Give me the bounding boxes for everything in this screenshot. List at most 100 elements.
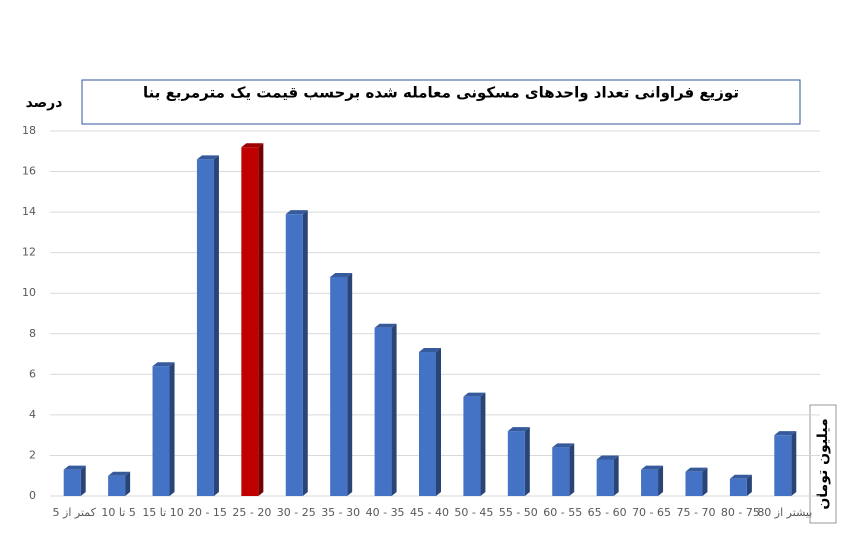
bar-side: [80, 465, 86, 496]
bar-side: [613, 455, 619, 496]
bar-front: [419, 352, 436, 496]
bar-top: [507, 427, 530, 432]
y-tick-label: 4: [29, 408, 36, 421]
y-tick-label: 12: [22, 246, 36, 259]
x-tick-label: 70 - 75: [676, 506, 715, 519]
bar-top: [152, 362, 175, 367]
bar-side: [746, 474, 752, 496]
chart-title: توزیع فراوانی تعداد واحدهای مسکونی معامل…: [143, 84, 739, 102]
bar-side: [480, 392, 486, 496]
bar: [596, 455, 619, 496]
bar: [63, 465, 86, 496]
x-tick-label: 15 - 20: [188, 506, 227, 519]
bar-side: [524, 427, 530, 496]
bar: [108, 471, 131, 496]
bar-front: [641, 469, 659, 496]
bar-top: [774, 431, 797, 436]
bar: [729, 474, 752, 496]
bar: [419, 348, 441, 496]
y-tick-label: 6: [29, 367, 36, 380]
bar-side: [702, 467, 708, 496]
bar-top: [241, 143, 264, 148]
x-tick-label: 50 - 55: [499, 506, 538, 519]
y-tick-label: 2: [29, 448, 36, 461]
bar-side: [169, 362, 175, 496]
x-tick-label: 35 - 40: [366, 506, 405, 519]
y-axis-label: درصد: [26, 95, 63, 111]
x-tick-label: بیشتر از 80: [757, 506, 812, 519]
bar-top: [374, 323, 397, 328]
bar-front: [374, 327, 392, 496]
title-box: [81, 79, 801, 125]
x-label-box: [809, 404, 837, 524]
bar-side: [347, 273, 353, 496]
bar-side: [569, 443, 575, 496]
bar-side: [391, 323, 397, 496]
bar-front: [685, 471, 703, 496]
bar: [641, 465, 664, 496]
bar: [374, 323, 397, 496]
y-tick-label: 18: [22, 124, 36, 137]
bar-front: [152, 366, 170, 496]
bar-side: [658, 465, 664, 496]
bar-front: [63, 469, 81, 496]
bar-top: [108, 471, 131, 476]
bar-front: [507, 431, 525, 496]
bar: [463, 392, 486, 496]
bar-front: [463, 396, 481, 496]
bar-top: [596, 455, 619, 460]
x-axis-label: میلیون تومان: [815, 418, 831, 509]
bar-top: [552, 443, 575, 448]
y-tick-label: 8: [29, 327, 36, 340]
y-tick-label: 14: [22, 205, 36, 218]
x-tick-label: 55 - 60: [543, 506, 582, 519]
bar: [685, 467, 708, 496]
x-tick-label: 25 - 30: [277, 506, 316, 519]
bar-side: [302, 210, 308, 496]
bar-front: [552, 447, 570, 496]
bar-top: [729, 474, 752, 479]
bar-top: [641, 465, 664, 470]
bar-front: [285, 214, 303, 496]
bar-front: [108, 475, 126, 496]
bar: [330, 273, 353, 496]
bar: [196, 155, 219, 496]
bar-side: [436, 348, 441, 496]
bar-front: [774, 435, 792, 496]
bar: [152, 362, 175, 496]
x-tick-label: 75 - 80: [721, 506, 760, 519]
y-tick-label: 0: [29, 489, 36, 502]
bar-top: [463, 392, 486, 397]
bar-side: [791, 431, 797, 496]
bar-front: [729, 478, 747, 496]
bar-front: [241, 147, 259, 496]
bar-top: [330, 273, 353, 277]
bar-top: [196, 155, 219, 160]
bar-side: [125, 471, 131, 496]
bar-top: [285, 210, 308, 215]
bar-front: [196, 159, 214, 496]
x-tick-label: 45 - 50: [454, 506, 493, 519]
y-tick-label: 16: [22, 165, 36, 178]
bar-top: [419, 348, 441, 353]
bar-side: [258, 143, 264, 496]
bar: [507, 427, 530, 496]
bar: [552, 443, 575, 496]
x-tick-label: کمتر از 5: [53, 506, 97, 519]
bar: [241, 143, 264, 496]
bar-front: [330, 277, 348, 496]
bar-front: [596, 459, 614, 496]
x-tick-label: 10 تا 15: [142, 506, 183, 519]
x-tick-label: 60 - 65: [588, 506, 627, 519]
bar: [774, 431, 797, 496]
x-tick-label: 20 - 25: [232, 506, 271, 519]
y-tick-label: 10: [22, 286, 36, 299]
bar-side: [213, 155, 219, 496]
x-tick-label: 30 - 35: [321, 506, 360, 519]
x-tick-label: 40 - 45: [410, 506, 449, 519]
bar-top: [685, 467, 708, 472]
bar: [285, 210, 308, 496]
x-tick-label: 65 - 70: [632, 506, 671, 519]
bar-top: [63, 465, 86, 470]
